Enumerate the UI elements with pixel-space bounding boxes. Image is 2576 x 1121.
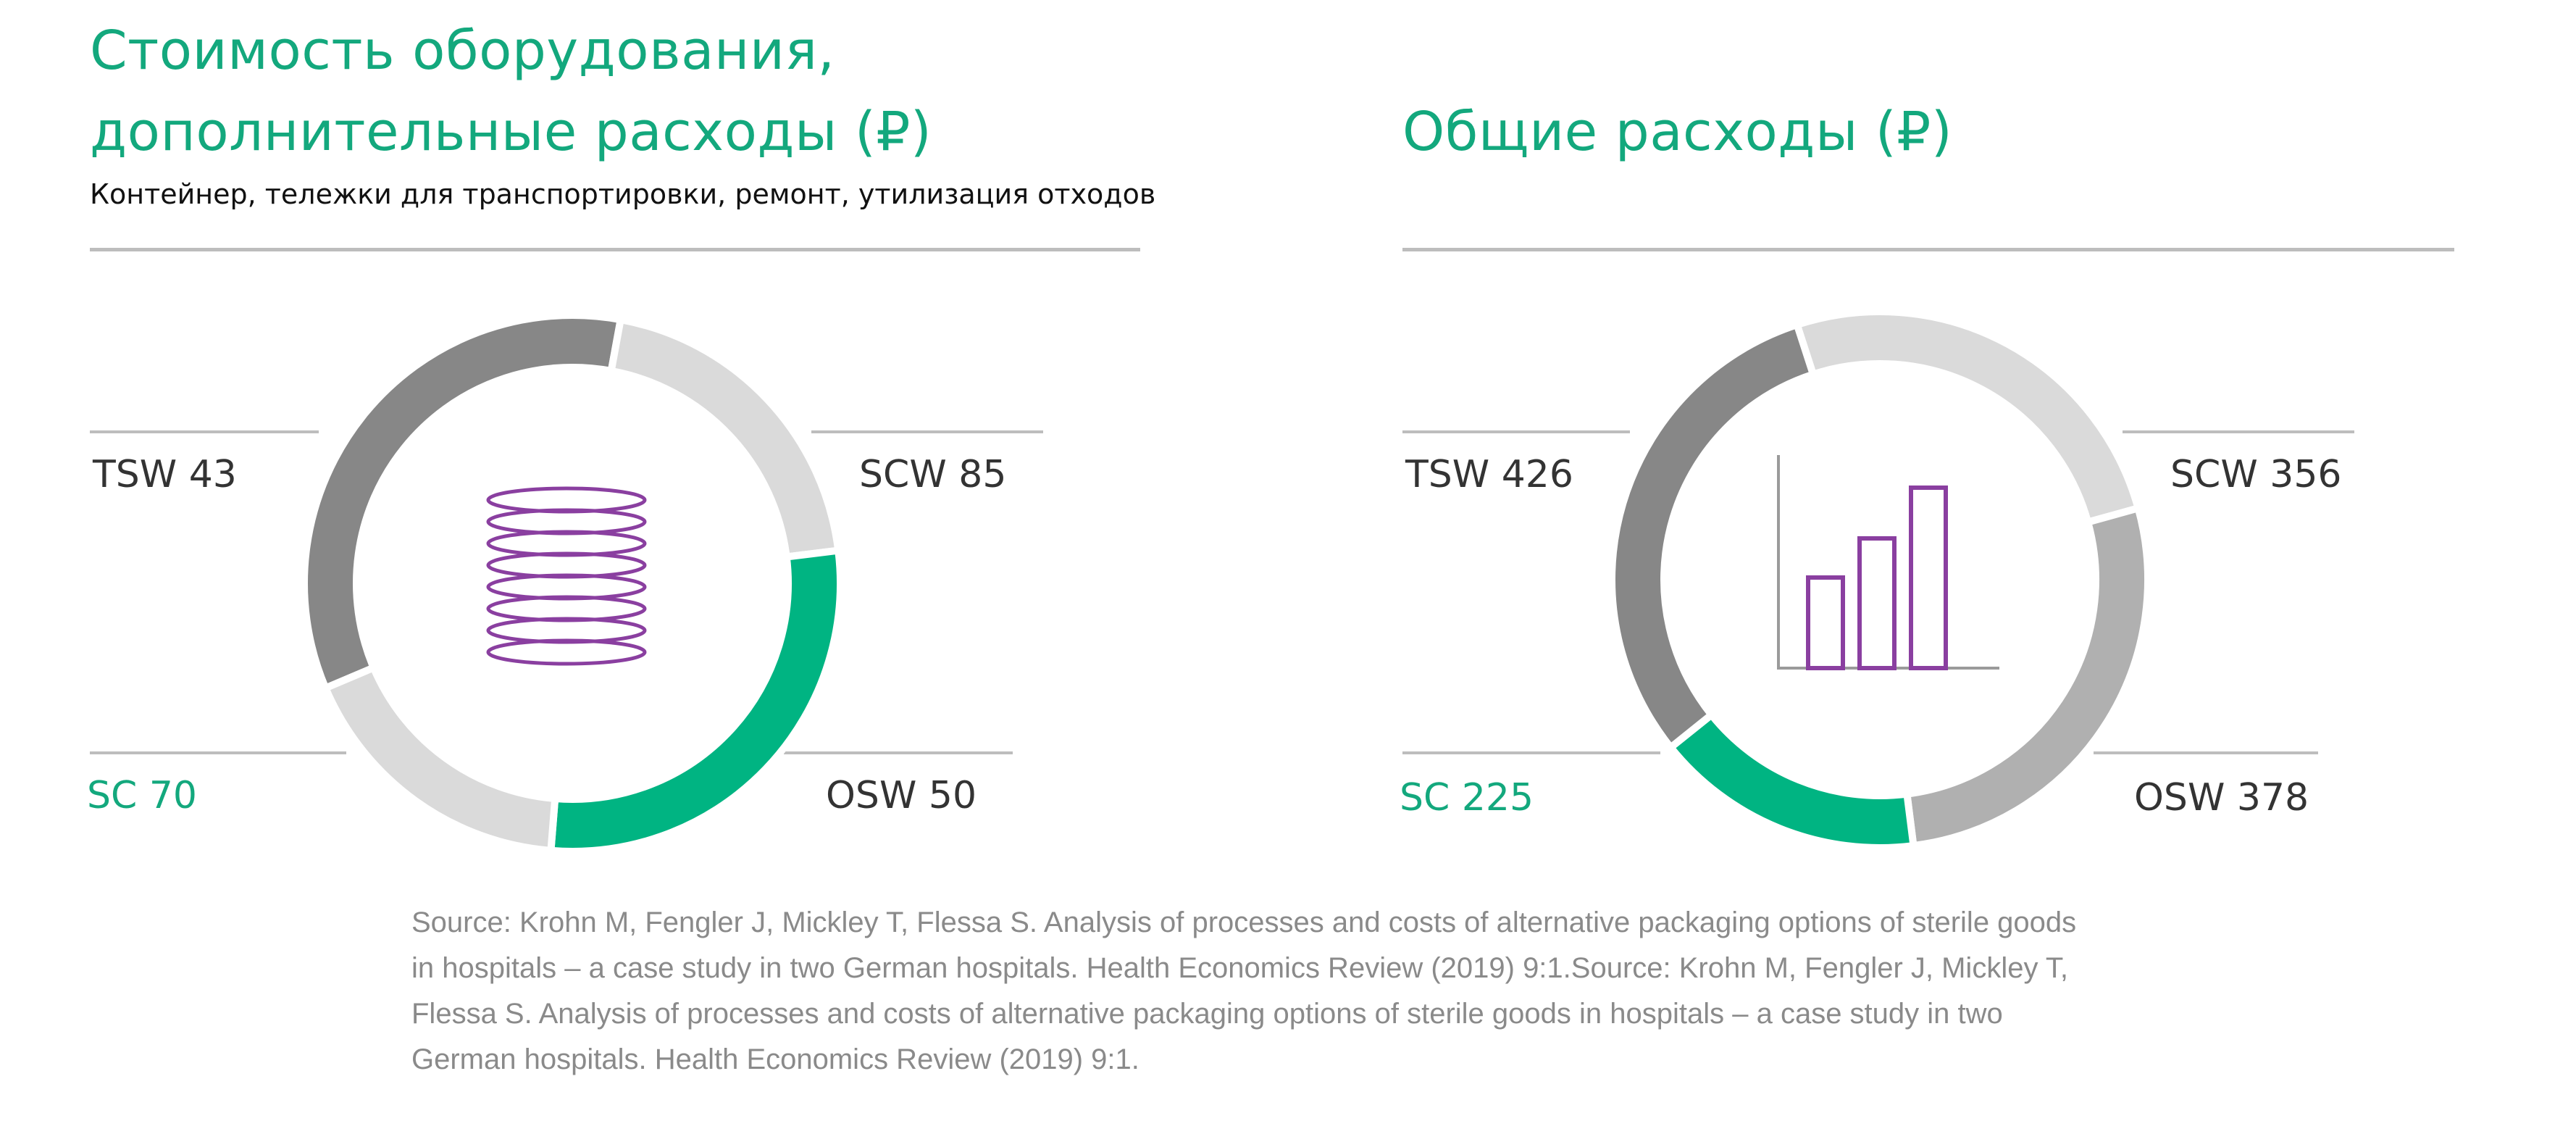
chart2-slice-osw: [1902, 504, 2151, 850]
chart1-label-osw: OSW 50: [826, 774, 977, 817]
chart1-label-scw: SCW 85: [859, 453, 1006, 496]
stacked-discs-icon: [486, 486, 647, 666]
chart1-label-sc: SC 70: [87, 774, 197, 817]
chart1-label-tsw: TSW 43: [92, 453, 237, 496]
chart1-subtitle: Контейнер, тележки для транспортировки, …: [90, 178, 1156, 210]
chart1-slice-sc: [547, 546, 844, 855]
bar-chart-icon: [1777, 455, 1999, 670]
chart1-divider: [90, 248, 1140, 251]
chart2-slice-tsw: [1608, 320, 1818, 753]
chart2-label-scw: SCW 356: [2170, 453, 2342, 496]
chart1-slice-tsw: [320, 662, 559, 855]
source-note: Source: Krohn M, Fengler J, Mickley T, F…: [411, 907, 2077, 1075]
chart1-title-line2: дополнительные расходы (₽): [90, 101, 932, 163]
chart2-label-tsw: TSW 426: [1405, 453, 1573, 496]
chart2-slice-sc: [1665, 709, 1918, 851]
chart2-title: Общие расходы (₽): [1402, 101, 1953, 163]
chart2-divider: [1402, 248, 2454, 251]
chart1-title-line1: Стоимость оборудования,: [90, 20, 835, 82]
chart1-slice-scw: [301, 312, 625, 693]
chart2-label-osw: OSW 378: [2134, 776, 2309, 820]
chart2-label-sc: SC 225: [1400, 776, 1534, 820]
chart2-slice-scw: [1792, 308, 2143, 527]
